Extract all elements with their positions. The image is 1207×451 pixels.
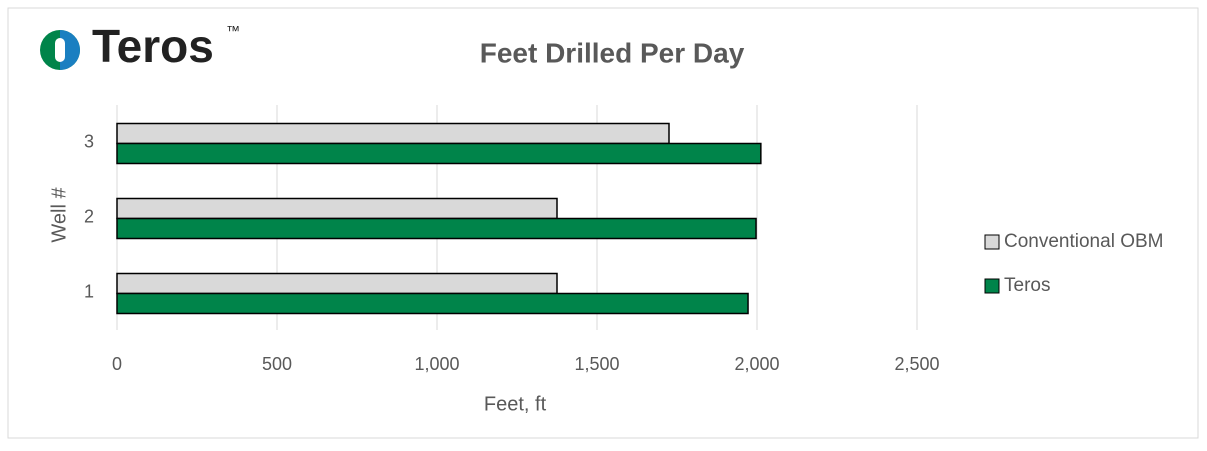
x-tick-label: 500 [262, 354, 292, 374]
bar [116, 142, 762, 165]
y-tick-label: 1 [84, 281, 94, 301]
logo-mark: ™ [226, 23, 240, 39]
logo: Teros ™ [40, 20, 240, 72]
logo-text: Teros [92, 20, 214, 72]
logo-icon-half [60, 30, 80, 70]
legend-label: Teros [1004, 275, 1050, 296]
bar [116, 292, 749, 315]
y-axis-title: Well # [48, 187, 70, 243]
x-tick-label: 0 [112, 354, 122, 374]
x-axis-title: Feet, ft [484, 393, 547, 415]
legend-label: Conventional OBM [1004, 231, 1163, 252]
y-tick-label: 2 [84, 206, 94, 226]
x-tick-label: 2,500 [894, 354, 939, 374]
x-tick-label: 2,000 [734, 354, 779, 374]
bar [116, 197, 558, 220]
x-tick-label: 1,000 [414, 354, 459, 374]
chart-title: Feet Drilled Per Day [480, 37, 745, 68]
x-tick-label: 1,500 [574, 354, 619, 374]
logo-icon-core [55, 38, 65, 62]
legend-swatch [984, 278, 1000, 294]
bar [116, 122, 670, 145]
bar [116, 217, 757, 240]
y-tick-label: 3 [84, 131, 94, 151]
legend-swatch [984, 234, 1000, 250]
bar [116, 272, 558, 295]
